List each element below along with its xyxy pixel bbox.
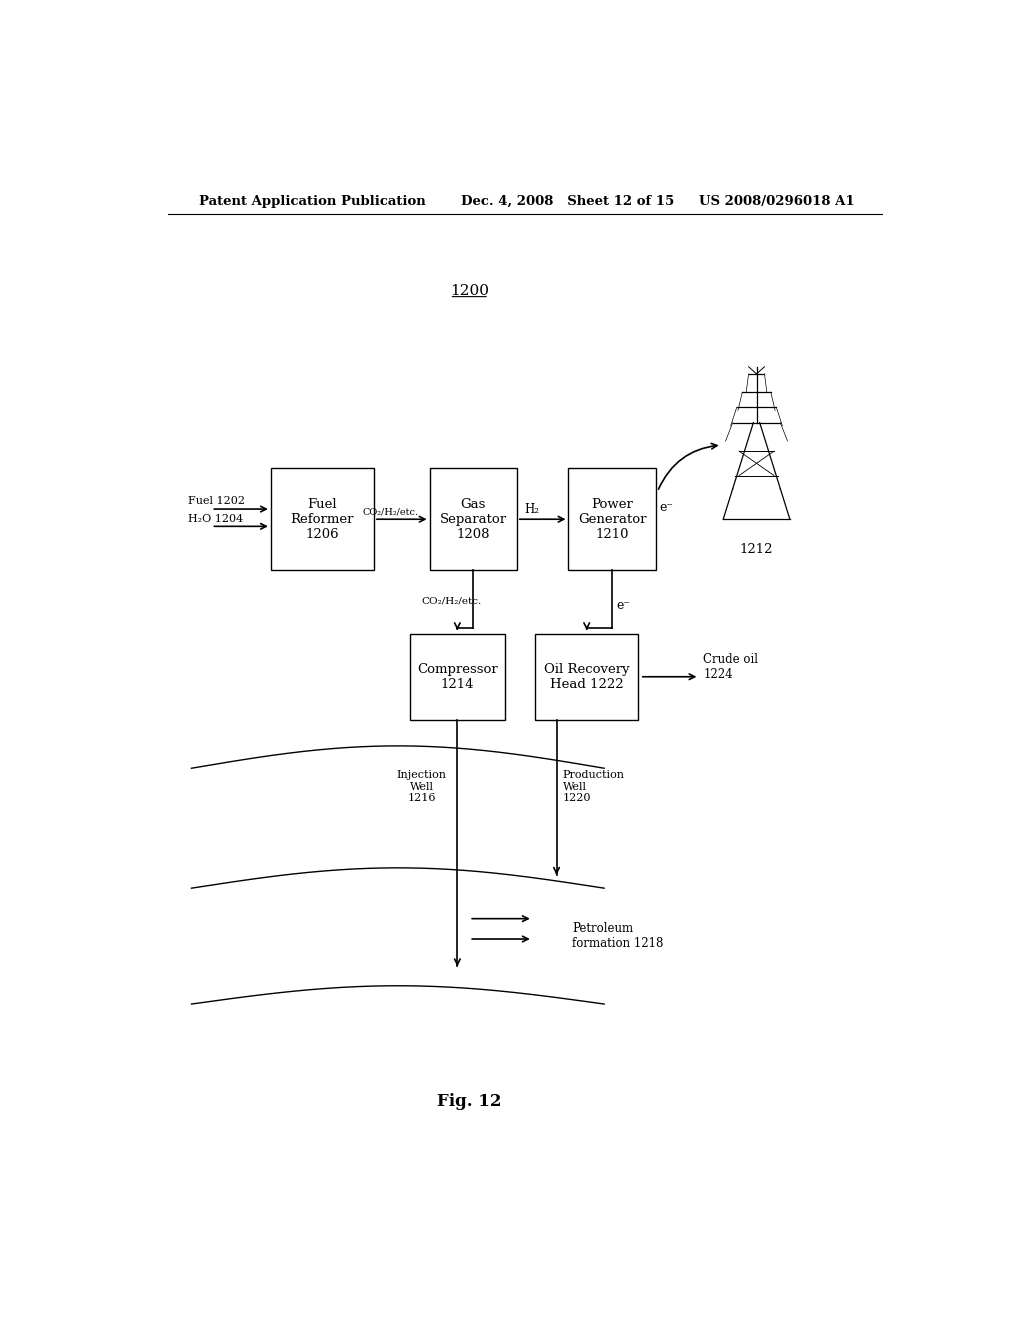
Text: Fuel 1202: Fuel 1202 — [187, 496, 245, 506]
Text: Petroleum
formation 1218: Petroleum formation 1218 — [572, 921, 664, 950]
Text: e⁻: e⁻ — [659, 500, 674, 513]
FancyBboxPatch shape — [430, 469, 517, 570]
Text: Fig. 12: Fig. 12 — [437, 1093, 502, 1110]
FancyBboxPatch shape — [536, 634, 638, 719]
Text: Crude oil
1224: Crude oil 1224 — [703, 652, 759, 681]
Text: e⁻: e⁻ — [616, 599, 630, 612]
Text: H₂O 1204: H₂O 1204 — [187, 515, 243, 524]
Text: Production
Well
1220: Production Well 1220 — [563, 770, 625, 803]
Text: Gas
Separator
1208: Gas Separator 1208 — [439, 498, 507, 541]
Text: Fuel
Reformer
1206: Fuel Reformer 1206 — [291, 498, 354, 541]
Text: Injection
Well
1216: Injection Well 1216 — [396, 770, 446, 803]
Text: Power
Generator
1210: Power Generator 1210 — [578, 498, 646, 541]
Text: H₂: H₂ — [524, 503, 540, 516]
FancyBboxPatch shape — [410, 634, 505, 719]
Text: US 2008/0296018 A1: US 2008/0296018 A1 — [699, 194, 855, 207]
Text: 1200: 1200 — [450, 284, 488, 297]
FancyBboxPatch shape — [270, 469, 374, 570]
Text: Patent Application Publication: Patent Application Publication — [200, 194, 426, 207]
Text: CO₂/H₂/etc.: CO₂/H₂/etc. — [362, 507, 419, 516]
Text: Oil Recovery
Head 1222: Oil Recovery Head 1222 — [544, 663, 630, 690]
Text: Dec. 4, 2008   Sheet 12 of 15: Dec. 4, 2008 Sheet 12 of 15 — [461, 194, 675, 207]
Text: 1212: 1212 — [739, 543, 773, 556]
Text: CO₂/H₂/etc.: CO₂/H₂/etc. — [422, 597, 482, 605]
Text: Compressor
1214: Compressor 1214 — [417, 663, 498, 690]
FancyBboxPatch shape — [568, 469, 655, 570]
